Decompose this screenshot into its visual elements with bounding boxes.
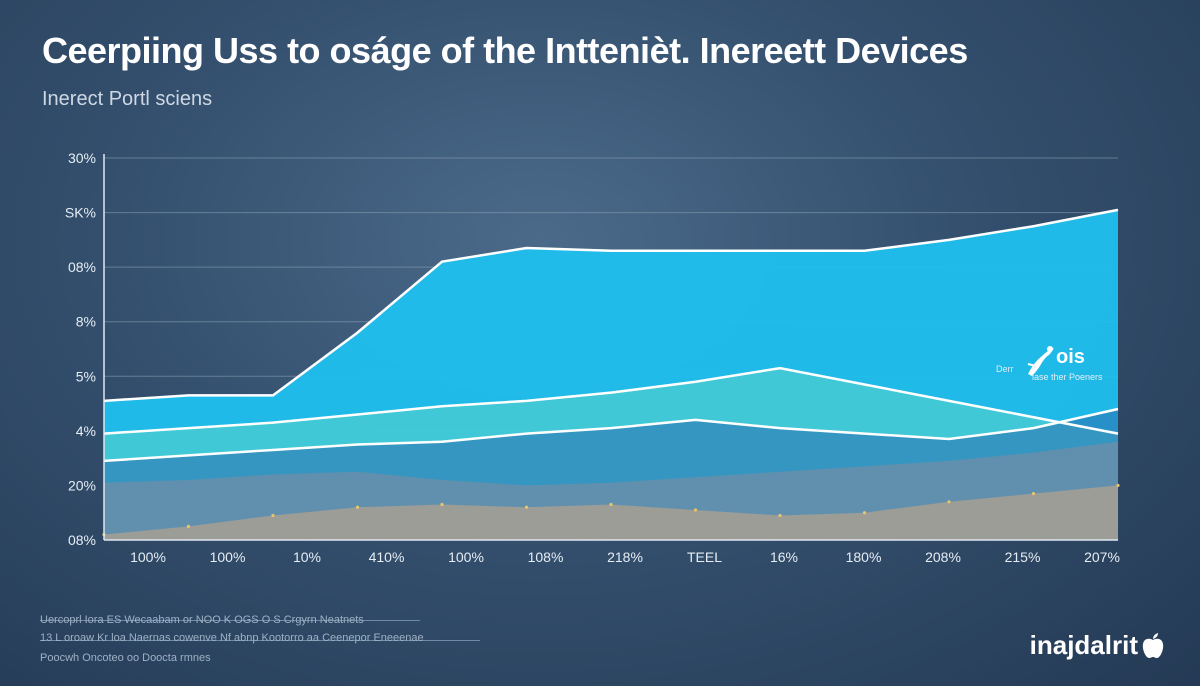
y-tick-label: 8% [76, 314, 96, 330]
data-point [186, 524, 191, 528]
y-tick-label: 5% [76, 368, 96, 384]
apple-logo-icon [1142, 633, 1164, 658]
series-line-3 [103, 407, 1119, 463]
x-tick-label: 410% [369, 549, 405, 565]
x-tick-label: 100% [210, 549, 246, 565]
chart-title: Ceerpiing Uss to oságe of the Inttenièt.… [42, 30, 968, 71]
series-line-1 [103, 208, 1119, 403]
brand-name: inajdalrit [1029, 630, 1138, 660]
legend-label: ois [1056, 346, 1085, 368]
x-tick-label: 100% [448, 549, 484, 565]
footer-line-3: Poocwh Oncoteo oo Doocta rmnes [40, 652, 211, 664]
data-point [355, 505, 360, 509]
axes [103, 154, 1118, 541]
y-tick-label: SK% [65, 205, 96, 221]
x-tick-label: 208% [925, 549, 961, 565]
x-tick-label: 100% [130, 549, 166, 565]
legend-small-right: lase ther Poeners [1032, 372, 1103, 382]
y-tick-label: 20% [68, 477, 96, 493]
x-tick-label: 10% [293, 549, 321, 565]
x-tick-label: TEEL [687, 549, 722, 565]
area-series-5 [104, 485, 1118, 540]
footer-divider-2 [40, 640, 480, 641]
data-point [778, 513, 782, 518]
x-tick-label: 207% [1084, 549, 1120, 565]
leaping-figure-icon [1027, 346, 1054, 376]
footer-line-2: 13 L oroaw Kr loa Naernas cowenve Nf abn… [40, 632, 424, 644]
chart-subtitle: Inerect Portl sciens [42, 88, 213, 110]
y-tick-labels: 30% SK% 08% 8% 5% 4% 20% 08% [65, 150, 96, 548]
y-tick-label: 08% [68, 259, 96, 275]
footer-line-1: Uercoprl Iora ES Wecaabam or NOO K OGS O… [40, 614, 364, 626]
y-tick-label: 30% [68, 150, 96, 166]
data-point [609, 502, 613, 507]
data-point [524, 505, 529, 509]
data-point [693, 508, 698, 512]
x-tick-label: 180% [846, 549, 882, 565]
data-point [1031, 492, 1036, 496]
data-point [1116, 483, 1120, 488]
x-tick-label: 16% [770, 549, 798, 565]
x-tick-label: 108% [528, 549, 564, 565]
y-tick-label: 08% [68, 532, 96, 548]
y-tick-label: 4% [76, 423, 96, 439]
data-point [440, 502, 444, 507]
chart-legend: ois Derr lase ther Poeners [996, 344, 1120, 386]
x-tick-labels: 100% 100% 10% 410% 100% 108% 218% TEEL 16% 180% 20… [130, 549, 1120, 565]
area-series [104, 209, 1118, 541]
data-point [862, 511, 867, 515]
data-point [271, 513, 275, 518]
data-point [947, 500, 951, 504]
series-lines [102, 208, 1120, 537]
series-line-2 [103, 366, 1119, 435]
legend-small-left: Derr [996, 364, 1014, 374]
x-tick-label: 218% [607, 549, 643, 565]
footer-divider [40, 620, 420, 621]
x-tick-label: 215% [1005, 549, 1041, 565]
